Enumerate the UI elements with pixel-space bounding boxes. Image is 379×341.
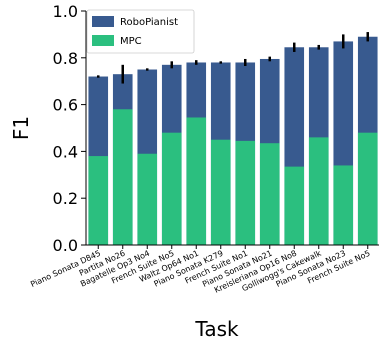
bar-mpc: [210, 139, 231, 245]
bar-mpc: [235, 140, 256, 245]
y-tick-label: 0.0: [53, 236, 78, 255]
bar-mpc: [88, 156, 109, 245]
bar-mpc: [333, 165, 354, 245]
bar-mpc: [186, 117, 207, 245]
y-tick-label: 0.6: [53, 96, 78, 115]
bars-layer: [88, 32, 378, 246]
legend: RoboPianist MPC: [86, 9, 195, 54]
bar-mpc: [137, 153, 158, 245]
bar-mpc: [259, 143, 280, 245]
y-axis-title: F1: [9, 116, 33, 140]
bar-mpc: [112, 109, 133, 245]
bar-mpc: [308, 137, 329, 245]
y-tick-label: 0.4: [53, 142, 78, 161]
legend-swatch-robopianist: [92, 16, 114, 27]
legend-label-robopianist: RoboPianist: [120, 17, 178, 28]
y-tick-label: 1.0: [53, 2, 78, 21]
bar-mpc: [284, 166, 305, 245]
legend-swatch-mpc: [92, 35, 114, 46]
y-tick-label: 0.2: [53, 189, 78, 208]
legend-label-mpc: MPC: [120, 36, 142, 47]
x-axis-title: Task: [194, 317, 239, 341]
axes-layer: [81, 10, 379, 249]
bar-mpc: [161, 132, 182, 245]
bar-mpc: [357, 132, 378, 245]
y-tick-label: 0.8: [53, 49, 78, 68]
